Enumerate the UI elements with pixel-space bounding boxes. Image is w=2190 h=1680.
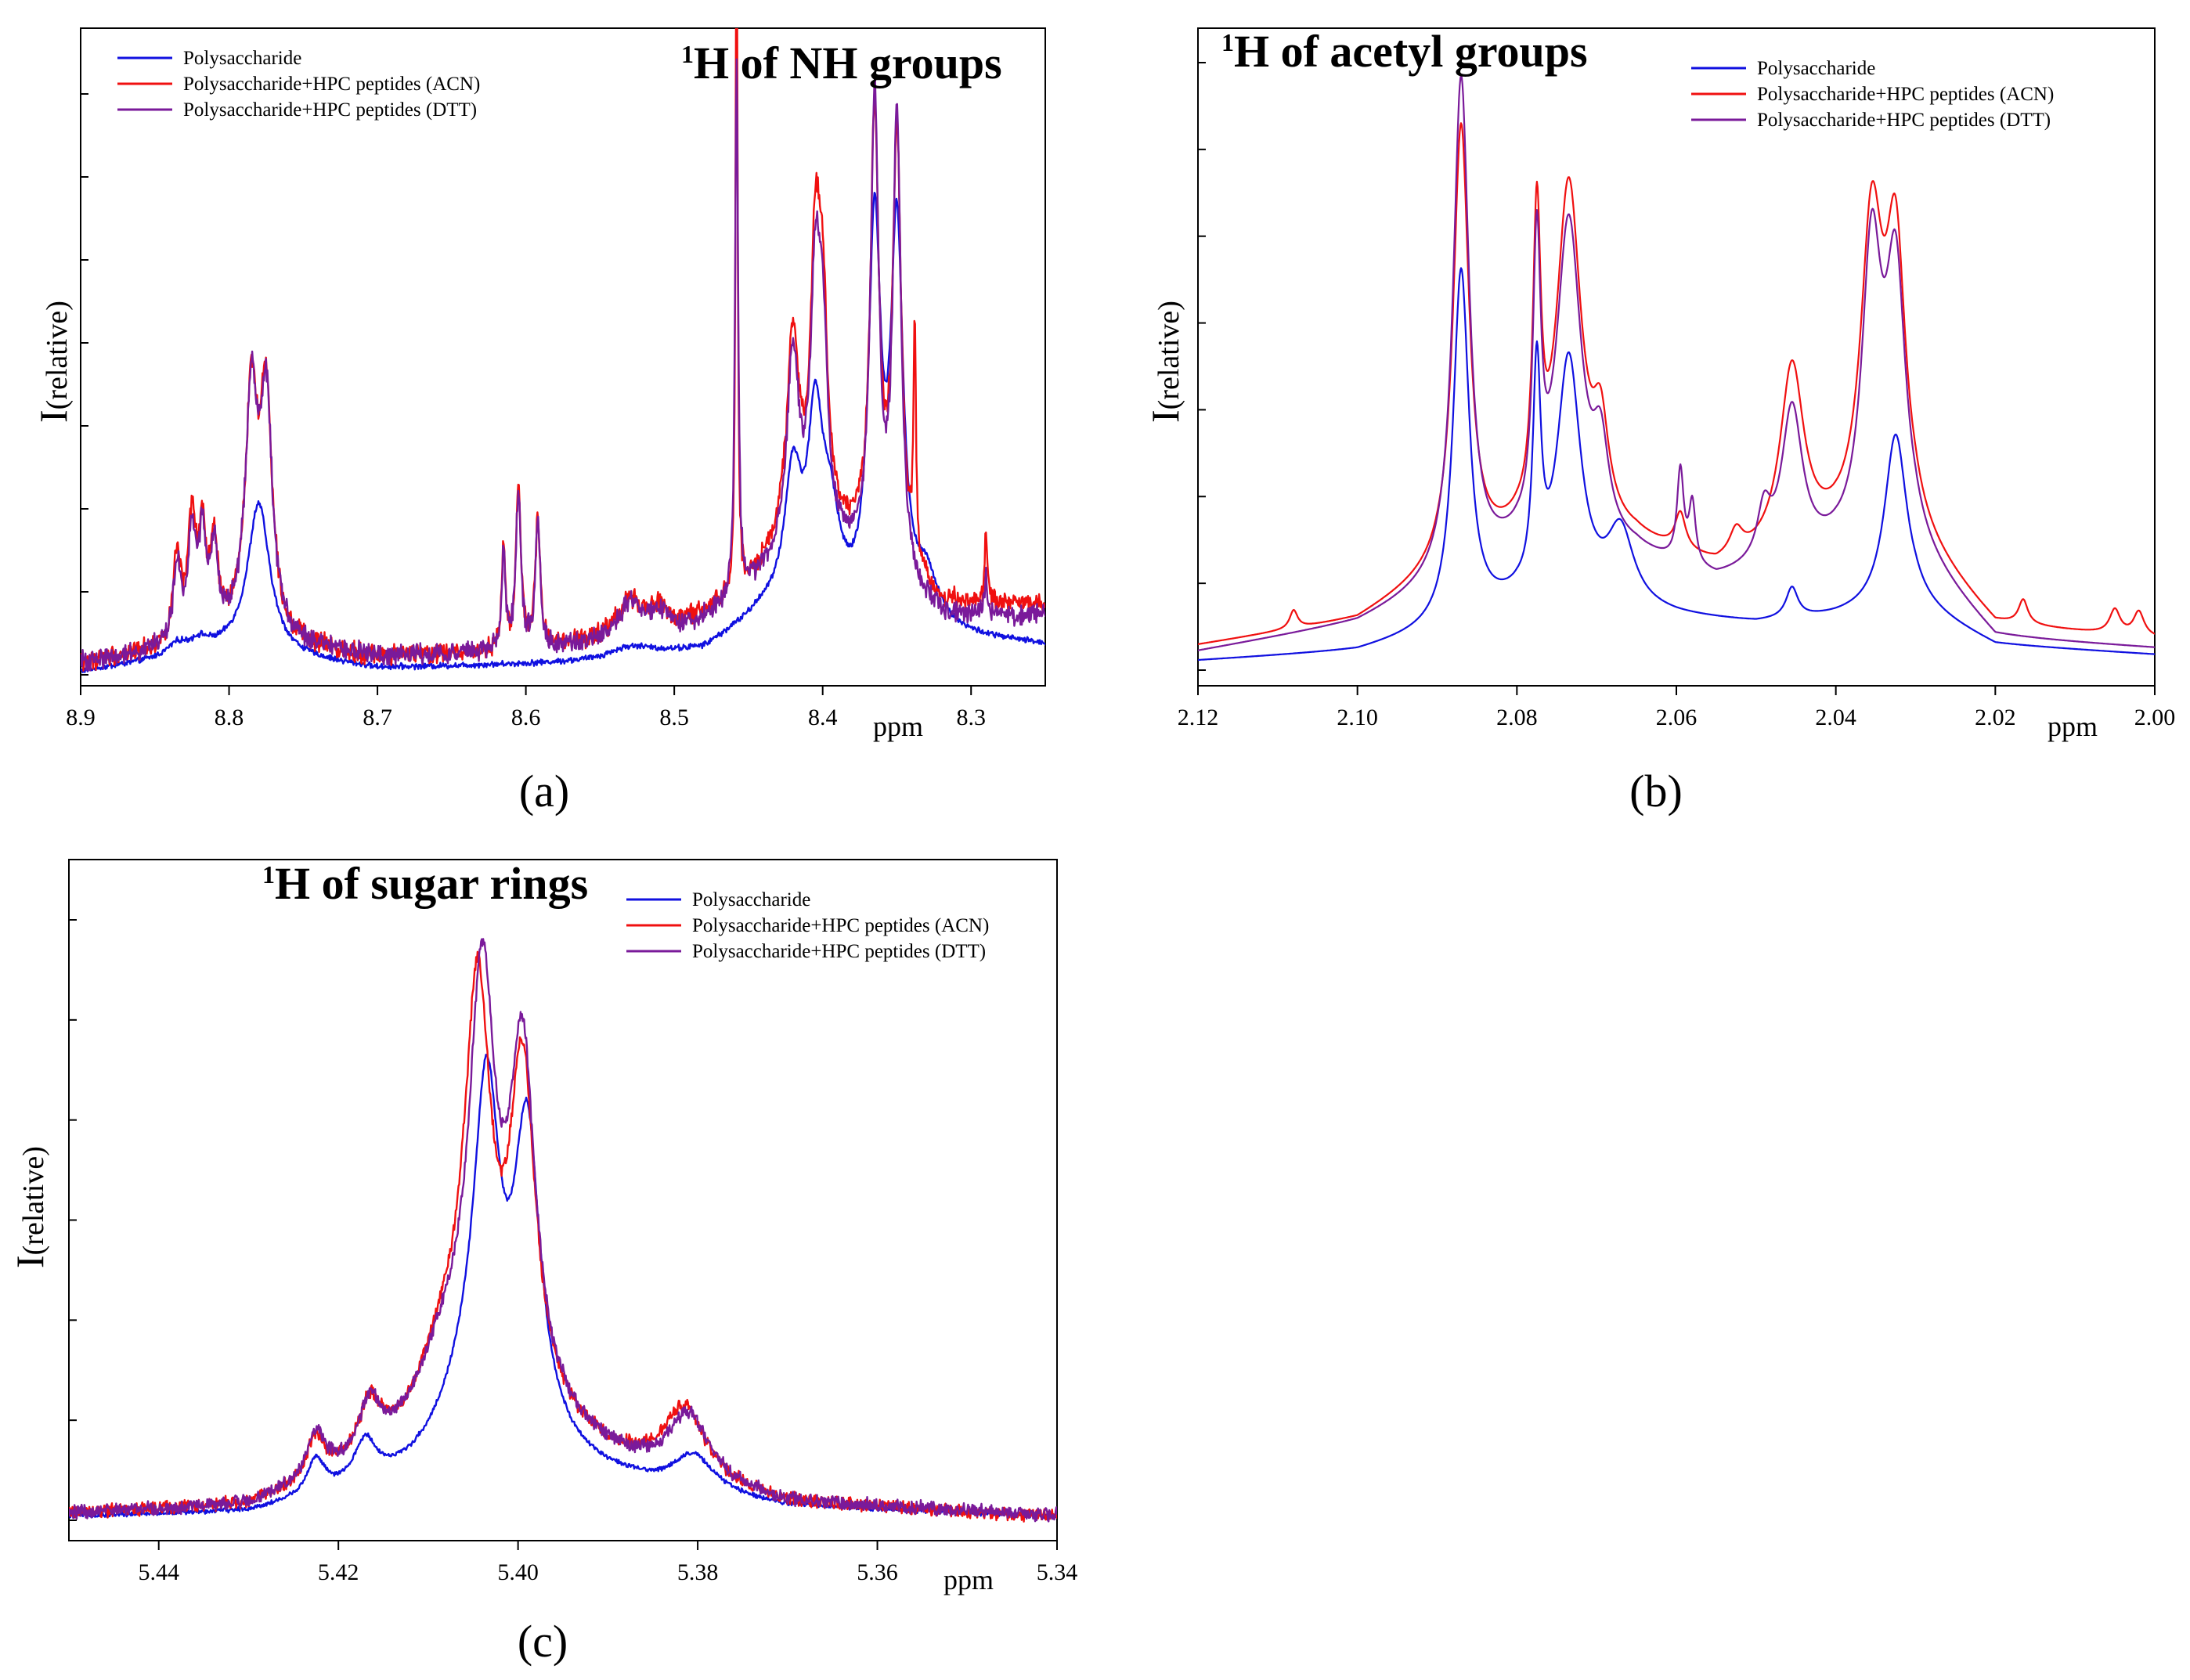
series-line-acn <box>69 950 1057 1523</box>
legend-entry: Polysaccharide+HPC peptides (ACN) <box>183 74 480 95</box>
x-ticks: 5.44 5.42 5.40 5.38 5.36 5.34 <box>138 1541 1077 1585</box>
panel-title: 1H of NH groups <box>681 38 1002 88</box>
legend-entry: Polysaccharide+HPC peptides (DTT) <box>183 99 477 121</box>
x-tick-label: 5.36 <box>857 1559 898 1585</box>
x-ticks: 2.12 2.10 2.08 2.06 2.04 2.02 2.00 <box>1178 686 2176 730</box>
series-line-polysaccharide <box>69 1054 1057 1520</box>
x-tick-label: 5.42 <box>318 1559 359 1585</box>
legend-entry: Polysaccharide <box>692 889 810 910</box>
x-axis-label: ppm <box>873 711 923 742</box>
y-axis-label: I(relative) <box>8 1146 52 1268</box>
x-tick-label: 5.44 <box>138 1559 179 1585</box>
legend: Polysaccharide Polysaccharide+HPC peptide… <box>1691 58 2054 131</box>
series-line-dtt <box>1198 74 2155 651</box>
panel-title: 1H of sugar rings <box>262 858 588 909</box>
panel-title: 1H of acetyl groups <box>1221 26 1588 77</box>
legend-entry: Polysaccharide+HPC peptides (DTT) <box>692 941 986 962</box>
x-tick-label: 2.04 <box>1815 705 1856 730</box>
panel-b: 2.12 2.10 2.08 2.06 2.04 2.02 2.00 ppm I(relat… <box>1143 26 2175 817</box>
legend-entry: Polysaccharide+HPC peptides (DTT) <box>1757 110 2051 131</box>
x-tick-label: 8.7 <box>363 705 392 730</box>
x-tick-label: 8.9 <box>66 705 96 730</box>
legend-entry: Polysaccharide+HPC peptides (ACN) <box>1757 84 2054 105</box>
x-ticks: 8.9 8.8 8.7 8.6 8.5 8.4 8.3 <box>66 686 986 730</box>
y-axis-label: I(relative) <box>1143 301 1187 423</box>
x-tick-label: 2.12 <box>1178 705 1219 730</box>
x-tick-label: 8.3 <box>956 705 986 730</box>
panel-letter: (c) <box>518 1616 568 1667</box>
x-tick-label: 2.06 <box>1656 705 1698 730</box>
x-tick-label: 2.02 <box>1975 705 2016 730</box>
x-tick-label: 5.38 <box>677 1559 719 1585</box>
x-tick-label: 8.5 <box>659 705 689 730</box>
x-tick-label: 8.8 <box>215 705 244 730</box>
y-axis-label: I(relative) <box>31 301 75 423</box>
x-tick-label: 5.40 <box>497 1559 539 1585</box>
y-ticks <box>69 919 77 1521</box>
legend-entry: Polysaccharide <box>1757 58 1875 79</box>
legend-entry: Polysaccharide+HPC peptides (ACN) <box>692 915 989 936</box>
x-tick-label: 2.08 <box>1496 705 1538 730</box>
plot-area <box>69 938 1057 1523</box>
panel-c: 5.44 5.42 5.40 5.38 5.36 5.34 ppm I(relative)… <box>8 858 1077 1667</box>
legend: Polysaccharide Polysaccharide+HPC peptide… <box>117 48 480 121</box>
plot-frame <box>80 27 1046 687</box>
legend: Polysaccharide Polysaccharide+HPC peptide… <box>626 889 989 962</box>
y-ticks <box>1198 62 1206 671</box>
plot-area <box>81 28 1045 673</box>
panel-letter: (b) <box>1629 766 1683 817</box>
x-tick-label: 5.34 <box>1037 1559 1078 1585</box>
x-axis-label: ppm <box>2047 711 2098 742</box>
plot-area <box>1198 74 2155 662</box>
panel-letter: (a) <box>519 766 569 817</box>
legend-entry: Polysaccharide <box>183 48 301 69</box>
panel-a: 8.9 8.8 8.7 8.6 8.5 8.4 8.3 ppm I(relative) 1H… <box>31 27 1046 817</box>
series-line-dtt <box>69 938 1057 1523</box>
x-tick-label: 8.4 <box>808 705 838 730</box>
series-line-dtt <box>81 58 1045 672</box>
series-line-polysaccharide <box>1198 267 2155 662</box>
x-axis-label: ppm <box>943 1564 994 1595</box>
x-tick-label: 2.10 <box>1337 705 1378 730</box>
series-line-acn <box>1198 122 2155 645</box>
plot-frame <box>68 859 1058 1541</box>
y-ticks <box>81 93 88 676</box>
x-tick-label: 2.00 <box>2134 705 2176 730</box>
x-tick-label: 8.6 <box>511 705 541 730</box>
series-line-polysaccharide <box>81 192 1045 673</box>
